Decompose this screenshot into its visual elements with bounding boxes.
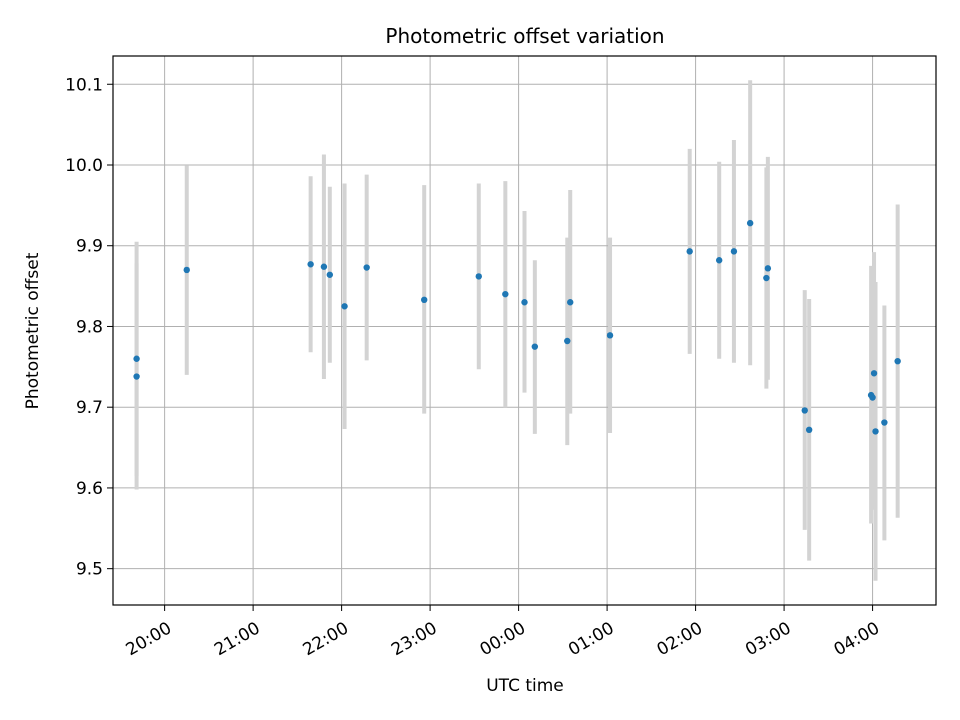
data-point	[763, 274, 770, 282]
data-point	[730, 248, 738, 255]
data-point	[869, 394, 876, 401]
data-point	[307, 261, 314, 268]
data-point	[183, 266, 190, 274]
data-point	[521, 299, 528, 306]
data-point	[881, 419, 888, 426]
data-point	[421, 296, 428, 304]
data-point	[133, 373, 140, 380]
data-point	[564, 337, 571, 345]
chart-title: Photometric offset variation	[385, 24, 664, 48]
data-point	[363, 264, 370, 271]
y-tick-label: 9.8	[76, 317, 103, 337]
plot-frame	[112, 55, 937, 606]
data-point	[715, 257, 723, 264]
y-tick-label: 9.5	[76, 560, 103, 580]
data-point	[872, 428, 879, 435]
data-point	[686, 248, 693, 255]
data-point	[475, 273, 482, 280]
data-point	[801, 407, 808, 414]
data-point	[320, 263, 328, 270]
data-point	[326, 271, 334, 278]
data-point	[894, 357, 901, 365]
data-point	[341, 303, 348, 310]
data-point	[870, 370, 878, 377]
data-point	[805, 426, 813, 434]
data-point	[567, 299, 574, 306]
data-point	[531, 343, 539, 350]
data-point	[746, 219, 754, 227]
y-axis-ticks: 9.5 9.6 9.7 9.8 9.9 10.0 10.1	[65, 75, 113, 580]
y-tick-label: 9.6	[76, 479, 103, 499]
data-point	[502, 290, 509, 298]
y-axis-title: Photometric offset	[23, 252, 43, 409]
y-tick-label: 9.7	[76, 398, 103, 418]
y-tick-label: 9.9	[76, 237, 103, 257]
y-tick-label: 10.1	[65, 75, 103, 95]
x-axis-title: UTC time	[486, 676, 564, 696]
data-point	[606, 332, 614, 339]
y-tick-label: 10.0	[65, 156, 103, 176]
data-point	[764, 265, 772, 272]
data-point	[133, 355, 140, 362]
data-points	[133, 219, 901, 435]
